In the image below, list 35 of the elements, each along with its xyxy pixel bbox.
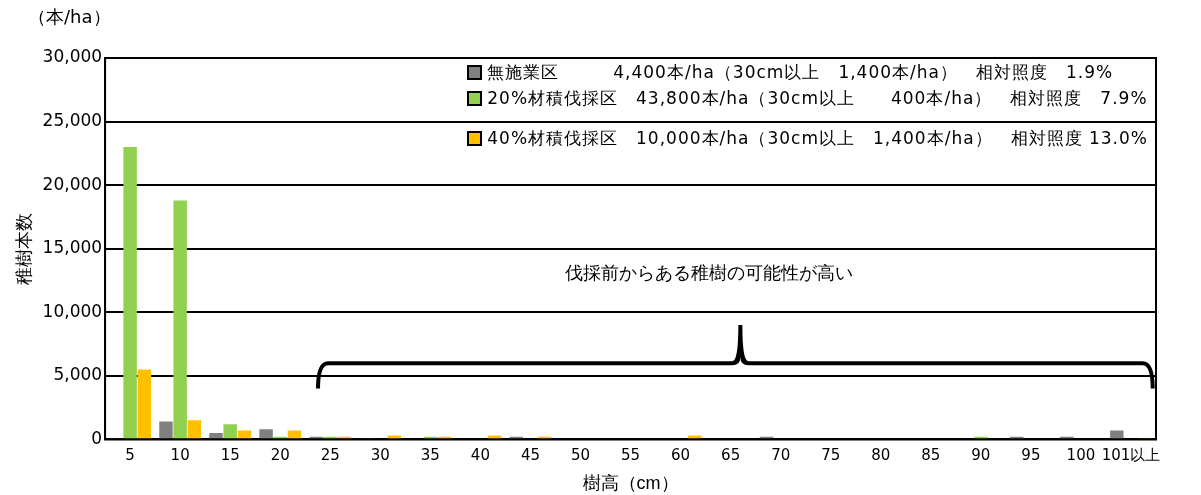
y-tick-label: 25,000 [42, 109, 103, 130]
y-tick-label: 15,000 [42, 237, 103, 258]
y-tick-label: 5,000 [53, 364, 103, 385]
y-tick-label: 10,000 [42, 300, 103, 321]
x-axis-title: 樹高（cm） [582, 473, 679, 494]
x-tick-label: 55 [620, 446, 641, 465]
x-tick-label: 30 [370, 446, 390, 465]
y-tick-label: 20,000 [42, 173, 103, 194]
legend-label: 20%材積伐採区 43,800本/ha（30cm以上 400本/ha） 相対照度 7.9% [487, 86, 1148, 110]
x-tick-label: 10 [170, 446, 190, 465]
x-tick-label: 90 [971, 446, 991, 465]
x-tick-label: 100 [1066, 446, 1096, 465]
x-tick-label: 45 [520, 446, 540, 465]
x-tick-label: 75 [821, 446, 841, 465]
x-tick-label: 25 [320, 446, 340, 465]
legend-label: 無施業区 4,400本/ha（30cm以上 1,400本/ha） 相対照度 1.9% [487, 60, 1114, 84]
x-tick-label: 101以上 [1101, 446, 1161, 465]
x-tick-label: 5 [125, 446, 135, 465]
x-tick-label: 85 [921, 446, 941, 465]
x-tick-label: 80 [871, 446, 891, 465]
x-tick-label: 20 [270, 446, 290, 465]
x-tick-label: 50 [570, 446, 591, 465]
text: （本/ha） [28, 5, 111, 27]
x-tick-label: 70 [771, 446, 791, 465]
y-tick-label: 30,000 [42, 46, 103, 67]
x-tick-label: 95 [1021, 446, 1041, 465]
y-tick-label: 0 [91, 427, 103, 448]
annotation: 伐採前からある稚樹の可能性が高い [565, 261, 854, 283]
x-tick-label: 15 [220, 446, 240, 465]
y-axis-title: 稚樹本数 [13, 212, 34, 285]
x-tick-label: 35 [420, 446, 440, 465]
legend-label: 40%材積伐採区 10,000本/ha（30cm以上 1,400本/ha） 相対照度 13.0% [487, 126, 1148, 150]
x-tick-label: 60 [671, 446, 691, 465]
x-tick-label: 40 [470, 446, 490, 465]
x-tick-label: 65 [721, 446, 741, 465]
